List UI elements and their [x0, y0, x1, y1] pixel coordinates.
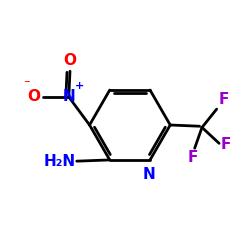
Text: O: O [64, 53, 76, 68]
Text: H₂N: H₂N [43, 154, 76, 169]
Text: +: + [75, 81, 84, 91]
Text: O: O [28, 90, 41, 104]
Text: ⁻: ⁻ [23, 78, 30, 92]
Text: F: F [221, 137, 232, 152]
Text: F: F [218, 92, 229, 107]
Text: N: N [142, 167, 155, 182]
Text: N: N [62, 90, 75, 104]
Text: F: F [188, 150, 198, 165]
